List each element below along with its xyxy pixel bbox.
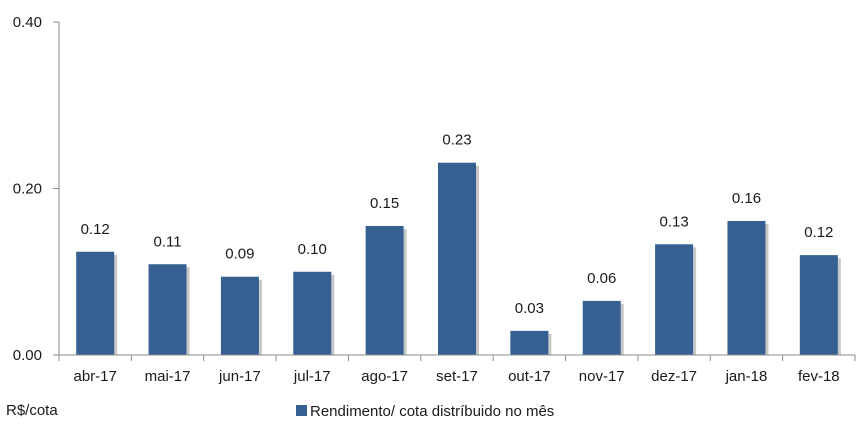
legend-swatch (296, 405, 307, 416)
y-axis-unit-label: R$/cota (6, 402, 58, 419)
x-tick-label-mai-17: mai-17 (145, 368, 191, 385)
bar-jul-17 (293, 271, 332, 355)
bar-mai-17 (148, 264, 187, 355)
bar-set-17 (438, 162, 476, 355)
x-tick-label-out-17: out-17 (508, 368, 551, 385)
bar-jun-17 (220, 276, 259, 355)
axes-layer (53, 21, 856, 361)
y-tick-label: 0.20 (13, 181, 42, 198)
legend: Rendimento/ cota distríbuido no mês (296, 403, 554, 420)
data-label-mai-17: 0.11 (153, 233, 181, 250)
data-label-jan-18: 0.16 (732, 190, 761, 207)
x-tick-label-set-17: set-17 (436, 368, 478, 385)
x-tick-label-jul-17: jul-17 (293, 368, 331, 385)
y-tick-label: 0.40 (13, 14, 42, 31)
x-tick-label-dez-17: dez-17 (651, 368, 697, 385)
x-tick-label-ago-17: ago-17 (361, 368, 408, 385)
bar-out-17 (510, 330, 549, 355)
data-label-set-17: 0.23 (442, 132, 471, 149)
data-label-abr-17: 0.12 (81, 221, 110, 238)
x-tick-label-fev-18: fev-18 (798, 368, 840, 385)
x-tick-label-abr-17: abr-17 (74, 368, 117, 385)
x-tick-label-jan-18: jan-18 (725, 368, 768, 385)
legend-label: Rendimento/ cota distríbuido no mês (310, 403, 554, 420)
x-tick-label-jun-17: jun-17 (218, 368, 261, 385)
bar-fev-18 (799, 255, 838, 355)
bar-dez-17 (655, 244, 694, 355)
bar-ago-17 (365, 225, 404, 355)
data-label-dez-17: 0.13 (659, 213, 688, 230)
data-label-fev-18: 0.12 (804, 224, 833, 241)
x-tick-label-nov-17: nov-17 (579, 368, 625, 385)
data-label-out-17: 0.03 (515, 300, 544, 317)
bars-layer (76, 162, 841, 355)
bar-abr-17 (76, 251, 115, 355)
data-label-jun-17: 0.09 (225, 246, 254, 263)
data-label-nov-17: 0.06 (587, 270, 616, 287)
labels-layer: 0.12 abr-17 0.11 mai-17 0.09 jun-17 0.10 jul-17… (13, 14, 840, 385)
bar-jan-18 (727, 220, 766, 355)
y-tick-label: 0.00 (13, 347, 42, 364)
data-label-jul-17: 0.10 (298, 241, 327, 258)
data-label-ago-17: 0.15 (370, 195, 399, 212)
bar-nov-17 (582, 300, 621, 355)
